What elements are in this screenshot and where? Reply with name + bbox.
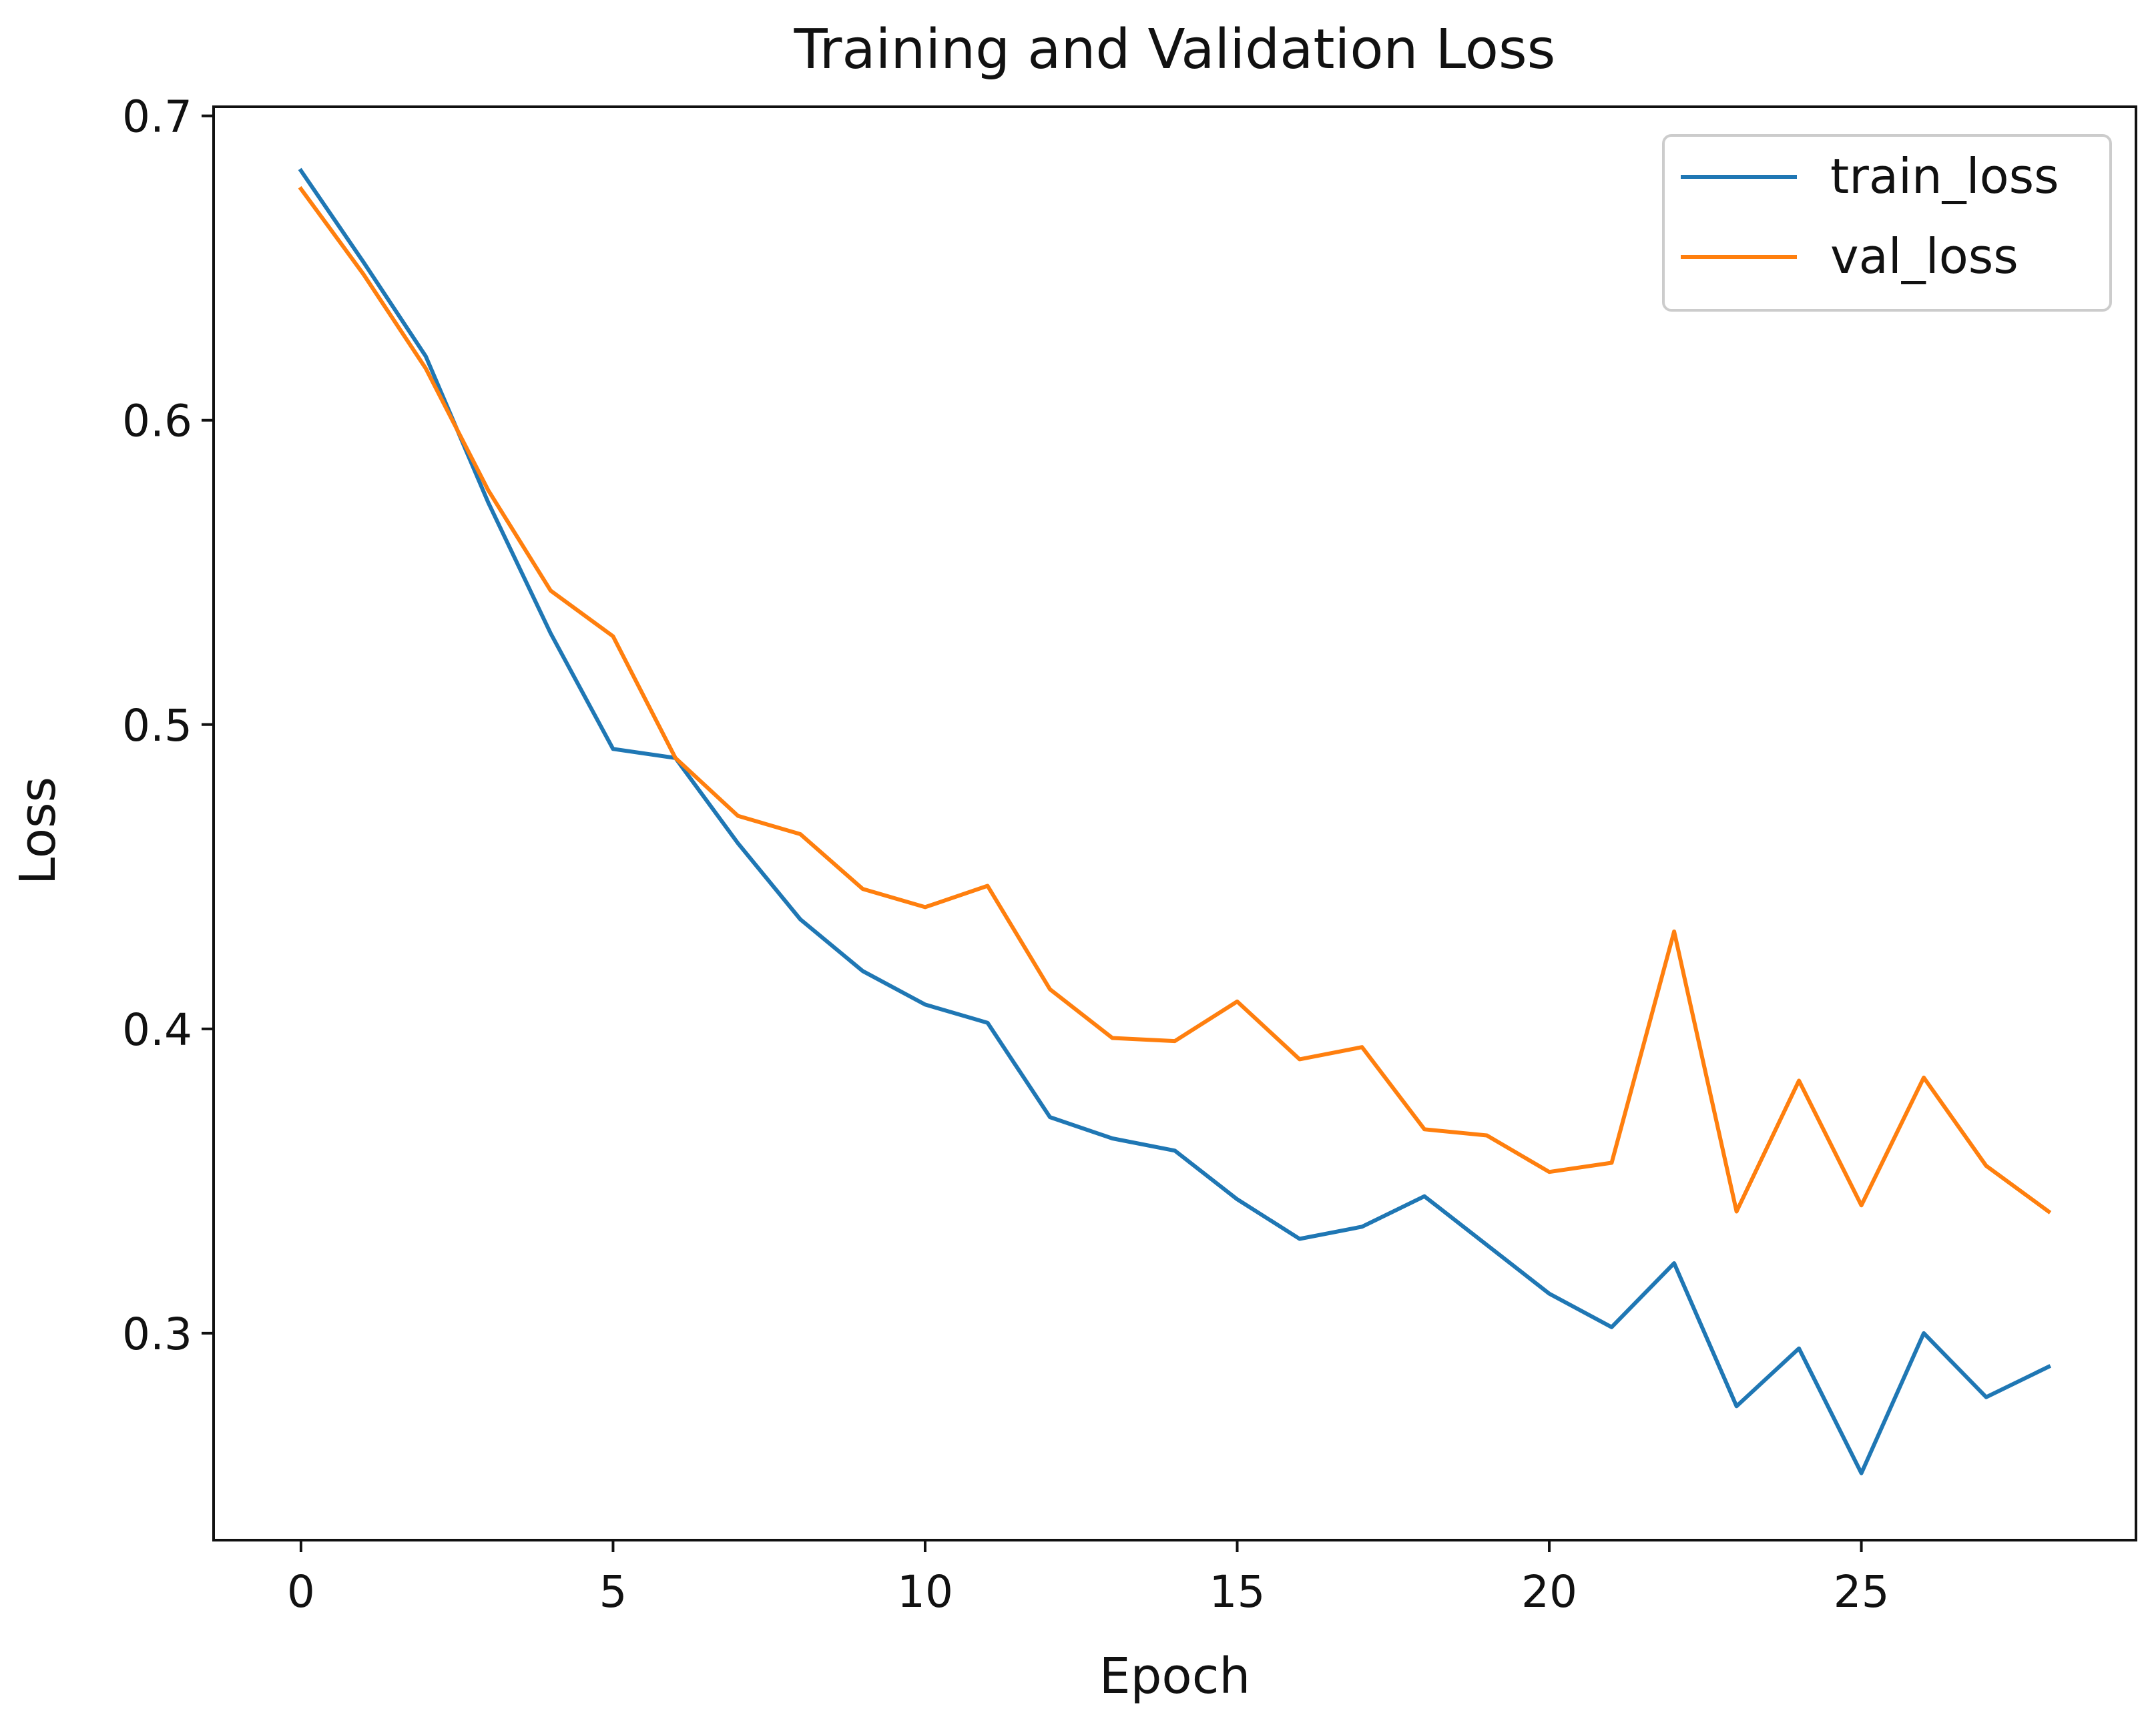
x-axis-ticks: 0 5 10 15 20 25 — [287, 1540, 1890, 1618]
series-lines — [298, 167, 2052, 1475]
x-tick-label: 10 — [897, 1566, 953, 1618]
x-tick-label: 20 — [1521, 1566, 1577, 1618]
y-tick-label: 0.5 — [122, 700, 192, 751]
train-loss-legend-label: train_loss — [1830, 148, 2059, 204]
val-loss-line — [298, 186, 2052, 1215]
x-tick-label: 25 — [1834, 1566, 1890, 1618]
x-tick-label: 5 — [599, 1566, 627, 1618]
train-loss-line — [298, 167, 2052, 1475]
y-tick-label: 0.3 — [122, 1309, 192, 1360]
y-tick-label: 0.7 — [122, 91, 192, 143]
x-tick-label: 15 — [1209, 1566, 1266, 1618]
legend-box — [1662, 134, 2112, 312]
y-tick-label: 0.6 — [122, 396, 192, 447]
x-axis-label: Epoch — [1099, 1648, 1251, 1705]
x-tick-label: 0 — [287, 1566, 315, 1618]
plot-frame — [212, 105, 2137, 1541]
y-axis-label: Loss — [9, 777, 67, 885]
val-loss-legend-label: val_loss — [1830, 228, 2018, 284]
chart-title: Training and Validation Loss — [794, 18, 1556, 81]
legend: train_loss val_loss — [1662, 134, 2112, 312]
y-tick-label: 0.4 — [122, 1004, 192, 1056]
plot-area — [212, 105, 2137, 1541]
y-axis-ticks: 0.3 0.4 0.5 0.6 0.7 — [122, 91, 214, 1360]
